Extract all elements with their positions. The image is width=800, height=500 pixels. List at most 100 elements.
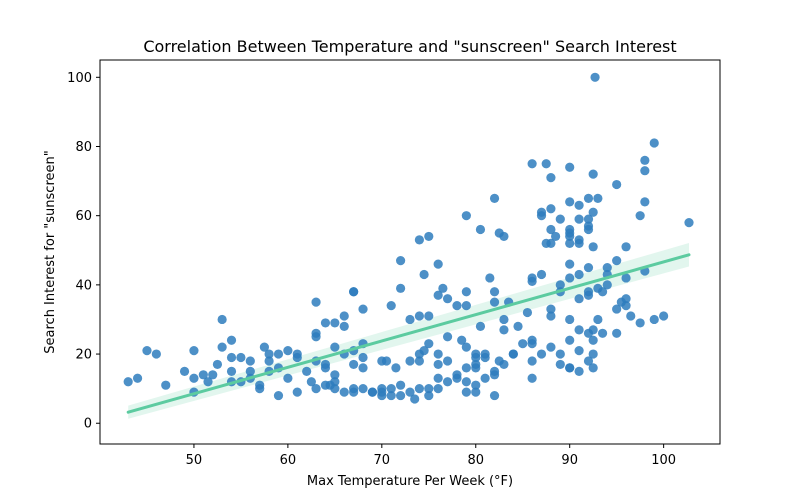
x-axis-title: Max Temperature Per Week (°F) (307, 474, 513, 489)
y-tick-label: 20 (75, 348, 92, 363)
data-point (391, 363, 401, 373)
data-point (358, 363, 368, 373)
data-point (283, 373, 293, 383)
data-point (489, 390, 500, 401)
data-point (179, 366, 190, 376)
data-point (612, 179, 622, 190)
data-point (621, 294, 631, 304)
data-point (339, 311, 349, 321)
data-point (386, 301, 396, 311)
data-point (635, 211, 645, 221)
data-point (339, 321, 349, 331)
data-point (217, 342, 227, 352)
x-tick-label: 70 (374, 453, 391, 468)
data-point (565, 197, 575, 207)
data-point (396, 256, 406, 266)
data-point (461, 377, 471, 387)
data-point (574, 238, 584, 248)
data-point (489, 297, 500, 307)
data-point (574, 325, 584, 335)
data-point (311, 332, 321, 342)
data-point (259, 342, 269, 352)
data-point (546, 342, 556, 352)
data-point (597, 328, 608, 338)
data-point (640, 155, 650, 165)
x-tick-label: 100 (651, 453, 676, 468)
data-point (405, 356, 415, 366)
data-point (349, 287, 359, 297)
data-point (536, 269, 547, 280)
data-point (659, 311, 669, 321)
data-point (565, 363, 575, 373)
plot-frame (99, 59, 721, 445)
data-point (499, 325, 509, 335)
data-point (123, 377, 133, 387)
data-point (546, 311, 556, 321)
data-point (306, 377, 316, 387)
data-point (602, 262, 612, 273)
data-point (283, 345, 293, 356)
y-tick-label: 100 (67, 71, 92, 86)
data-point (649, 138, 659, 148)
data-point (499, 359, 509, 370)
data-point (574, 200, 584, 210)
data-point (612, 328, 622, 338)
data-point (433, 384, 443, 394)
data-point (565, 238, 575, 248)
y-axis-title: Search Interest for "sunscreen" (43, 150, 58, 353)
x-tick-label: 60 (280, 453, 297, 468)
data-point (461, 211, 471, 221)
data-point (621, 242, 631, 252)
regression-line (126, 253, 691, 414)
data-point (424, 311, 434, 321)
data-point (574, 366, 584, 376)
data-point (330, 384, 340, 394)
data-point (311, 297, 321, 307)
data-point (198, 370, 208, 380)
data-point (381, 356, 392, 366)
data-point (546, 204, 556, 214)
data-point (452, 301, 462, 311)
data-point (527, 356, 537, 366)
data-point (593, 314, 603, 325)
data-point (330, 370, 340, 380)
data-point (226, 366, 237, 376)
data-point (574, 214, 584, 224)
data-point (245, 366, 255, 376)
y-tick-label: 40 (75, 278, 92, 293)
data-point (245, 356, 255, 366)
data-point (588, 207, 598, 217)
data-point (508, 349, 518, 359)
data-point (588, 325, 598, 335)
data-point (358, 304, 368, 314)
data-point (480, 352, 490, 363)
data-point (602, 280, 612, 290)
data-point (583, 214, 594, 224)
data-point (546, 304, 556, 314)
data-point (236, 352, 246, 363)
data-point (461, 301, 471, 311)
data-point (574, 269, 584, 280)
data-point (433, 349, 443, 359)
data-point (349, 359, 359, 370)
data-point (396, 380, 406, 390)
data-point (226, 352, 237, 363)
data-point (471, 352, 481, 363)
data-point (518, 339, 528, 349)
data-point (499, 231, 509, 242)
data-point (442, 332, 453, 342)
data-point (189, 373, 199, 383)
data-point (433, 373, 443, 383)
data-point (640, 197, 650, 207)
data-point (555, 280, 565, 290)
data-point (574, 294, 584, 304)
data-point (320, 318, 331, 328)
data-point (621, 273, 631, 283)
data-point (433, 359, 443, 370)
data-point (471, 380, 481, 390)
data-point (226, 335, 237, 345)
data-point (461, 342, 471, 352)
data-point (386, 384, 396, 394)
data-point (555, 349, 565, 359)
